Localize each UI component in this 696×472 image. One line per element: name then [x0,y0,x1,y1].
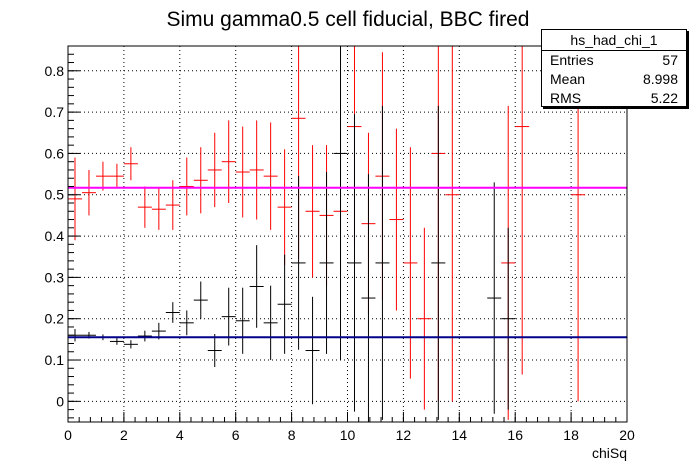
data-point [193,281,208,319]
data-point [487,182,502,414]
data-point [291,176,306,350]
x-tick-label: 16 [507,427,523,443]
y-tick-label: 0 [56,393,64,409]
stats-histogram-name: hs_had_chi_1 [542,30,686,51]
data-point [109,163,124,189]
data-point [221,120,236,204]
data-point [277,149,292,265]
data-point [81,169,96,216]
stats-mean-row: Mean 8.998 [542,70,686,89]
data-point [235,126,250,218]
data-point [207,333,222,368]
chart-title: Simu gamma0.5 cell fiducial, BBC fired [167,8,530,31]
y-tick-label: 0.1 [45,352,65,368]
y-tick-label: 0.2 [45,311,65,327]
data-point [249,120,264,220]
data-point [417,227,432,410]
data-point [305,296,320,405]
stats-mean-value: 8.998 [642,71,678,87]
data-point [277,254,292,354]
data-point [123,340,138,349]
data-point [515,46,530,375]
data-point [305,145,320,278]
y-tick-label: 0.5 [45,187,65,203]
stats-rms-row: RMS 5.22 [542,89,686,108]
x-tick-label: 8 [288,427,296,443]
x-tick-label: 0 [64,427,72,443]
data-point [375,105,390,420]
data-point [68,157,82,241]
chart-fit-lines [68,186,627,339]
data-point [109,338,124,345]
x-tick-label: 6 [232,427,240,443]
data-point [263,122,278,230]
x-tick-label: 20 [619,427,635,443]
data-point [123,147,138,181]
data-point [403,147,418,379]
stats-entries-label: Entries [550,52,594,68]
y-tick-label: 0.6 [45,145,65,161]
stats-entries-row: Entries 57 [542,51,686,70]
x-tick-label: 12 [396,427,412,443]
data-point [501,227,516,410]
y-tick-label: 0.3 [45,269,65,285]
data-point [333,46,348,361]
stats-box: hs_had_chi_1 Entries 57 Mean 8.998 RMS 5… [541,29,687,107]
stats-rms-label: RMS [550,90,582,106]
x-tick-label: 18 [563,427,579,443]
stats-entries-value: 57 [662,52,678,68]
data-point [95,161,110,191]
y-tick-label: 0.7 [45,104,65,120]
stats-mean-label: Mean [550,71,586,87]
x-tick-label: 2 [120,427,128,443]
x-axis-label: chiSq [592,445,627,461]
data-point [151,188,166,230]
y-tick-label: 0.4 [45,228,65,244]
data-point [179,310,194,336]
chart-grid [68,46,627,422]
data-point [445,46,460,402]
data-point [179,157,194,216]
data-point [263,285,278,361]
data-point [221,287,236,346]
data-point [137,186,152,228]
data-point [431,105,446,420]
data-point [389,128,404,311]
data-point [235,287,250,354]
stats-rms-value: 5.22 [650,90,678,106]
data-point [249,245,264,328]
data-point [137,330,152,342]
chart-axes: 0 2 4 6 8 10 12 14 16 18 20 0 0.1 0.2 0.3 0.4 0.5 0.6 0.7 0… [45,53,635,443]
data-point [361,174,376,422]
x-tick-label: 14 [452,427,468,443]
data-point [193,147,208,214]
data-point [207,132,222,208]
x-tick-label: 10 [340,427,356,443]
x-tick-label: 4 [176,427,184,443]
data-point [347,114,362,412]
chart-error-bars [68,46,586,422]
data-point [319,172,334,354]
data-point [165,302,180,323]
y-tick-label: 0.8 [45,63,65,79]
